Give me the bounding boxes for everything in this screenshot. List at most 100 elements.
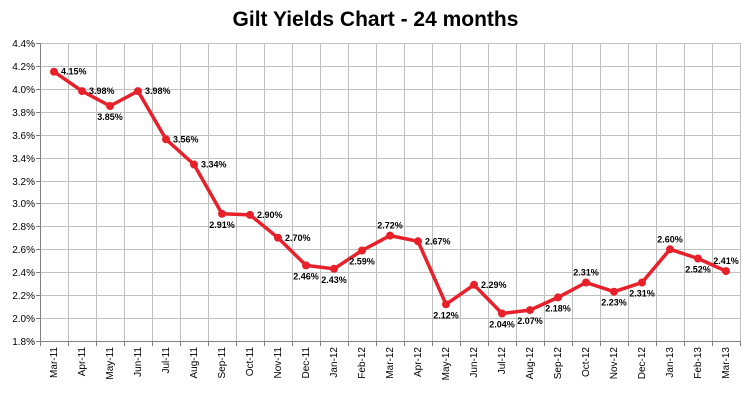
data-point: [666, 245, 674, 254]
data-point: [722, 267, 730, 276]
data-label: 3.98%: [145, 86, 171, 96]
y-tick-label: 2.0%: [12, 314, 35, 325]
y-tick-label: 3.6%: [12, 131, 35, 142]
x-tick-label: Mar-13: [721, 347, 732, 379]
axes: [36, 43, 741, 346]
data-point: [470, 280, 478, 289]
y-tick-label: 2.6%: [12, 245, 35, 256]
data-point: [246, 210, 254, 219]
data-label: 2.72%: [377, 221, 403, 231]
data-label: 2.31%: [629, 289, 655, 299]
x-tick-label: Dec-12: [637, 347, 648, 380]
data-label: 2.67%: [425, 236, 451, 246]
data-label: 2.23%: [601, 298, 627, 308]
x-tick-label: Oct-11: [245, 347, 256, 377]
grid-lines: [40, 43, 741, 342]
data-point: [218, 209, 226, 218]
y-tick-label: 3.8%: [12, 108, 35, 119]
y-tick-label: 2.2%: [12, 291, 35, 302]
data-label: 2.46%: [293, 271, 319, 281]
x-tick-label: Apr-11: [77, 347, 88, 377]
data-label: 3.85%: [97, 112, 123, 122]
x-tick-label: May-11: [105, 347, 116, 380]
data-point: [526, 306, 534, 315]
data-label: 3.34%: [201, 160, 227, 170]
y-tick-label: 1.8%: [12, 337, 35, 348]
x-tick-label: Jan-13: [665, 347, 676, 378]
data-point: [638, 278, 646, 287]
x-tick-label: Jan-12: [329, 347, 340, 378]
y-axis-tick-labels: 4.4% 4.2% 4.0% 3.8% 3.6% 3.4% 3.2% 3.0% 2.8% 2.6%…: [12, 39, 35, 348]
data-point: [358, 246, 366, 255]
y-tick-label: 4.4%: [12, 39, 35, 50]
data-point: [274, 233, 282, 242]
data-label: 2.60%: [657, 234, 683, 244]
data-label: 2.91%: [209, 220, 235, 230]
x-tick-label: Sep-12: [553, 347, 564, 380]
data-point: [162, 135, 170, 144]
data-point: [330, 264, 338, 273]
data-label: 2.12%: [433, 310, 459, 320]
x-tick-label: Jul-12: [497, 347, 508, 375]
x-tick-label: Mar-11: [49, 347, 60, 378]
data-point: [386, 231, 394, 240]
y-tick-label: 2.4%: [12, 268, 35, 279]
series-line: [52, 69, 728, 316]
data-label: 2.70%: [285, 233, 311, 243]
data-label: 2.31%: [573, 268, 599, 278]
data-label: 2.52%: [685, 265, 711, 275]
y-tick-label: 3.2%: [12, 177, 35, 188]
x-tick-label: Aug-12: [525, 347, 536, 380]
data-label: 2.29%: [481, 280, 507, 290]
data-point: [610, 287, 618, 296]
data-label: 2.04%: [489, 320, 515, 330]
data-point: [414, 237, 422, 246]
data-point: [498, 309, 506, 318]
y-tick-label: 4.2%: [12, 62, 35, 73]
data-label: 2.41%: [713, 256, 739, 266]
x-tick-label: May-12: [441, 347, 452, 381]
y-tick-label: 4.0%: [12, 85, 35, 96]
data-label: 2.18%: [545, 303, 571, 313]
data-point: [78, 87, 86, 96]
data-label: 3.98%: [89, 86, 115, 96]
data-label: 2.43%: [321, 275, 347, 285]
y-tick-label: 2.8%: [12, 222, 35, 233]
x-tick-label: Nov-12: [609, 347, 620, 380]
data-point: [50, 67, 58, 76]
data-point: [190, 160, 198, 169]
x-tick-label: Mar-12: [385, 347, 396, 379]
data-label: 2.59%: [349, 257, 375, 267]
x-tick-label: Feb-13: [693, 347, 704, 379]
data-point: [554, 293, 562, 302]
data-point: [582, 278, 590, 287]
x-tick-label: Sep-11: [217, 347, 228, 379]
data-label: 2.90%: [257, 210, 283, 220]
y-tick-label: 3.4%: [12, 154, 35, 165]
data-point: [302, 261, 310, 270]
x-tick-label: Nov-11: [273, 347, 284, 379]
x-tick-label: Feb-12: [357, 347, 368, 379]
x-axis-tick-labels: Mar-11 Apr-11 May-11 Jun-11 Jul-11 Aug-11 Sep-…: [49, 347, 732, 381]
data-point: [442, 300, 450, 309]
data-label: 3.56%: [173, 134, 199, 144]
x-tick-label: Jun-12: [469, 347, 480, 378]
x-tick-label: Oct-12: [581, 347, 592, 377]
data-point: [694, 254, 702, 263]
x-tick-label: Jul-11: [161, 347, 172, 374]
chart-title: Gilt Yields Chart - 24 months: [232, 8, 519, 31]
data-point: [134, 87, 142, 96]
data-label: 4.15%: [61, 67, 87, 77]
x-tick-label: Dec-11: [301, 347, 312, 379]
data-point: [106, 102, 114, 110]
series-line: [52, 69, 728, 316]
x-tick-label: Jun-11: [133, 347, 144, 377]
y-tick-label: 3.0%: [12, 199, 35, 210]
data-labels: 4.15%3.98%3.85%3.98%3.56%3.34%2.91%2.90%…: [61, 67, 739, 330]
data-points: [50, 67, 730, 318]
data-label: 2.07%: [517, 316, 543, 326]
x-tick-label: Apr-12: [413, 347, 424, 377]
x-tick-label: Aug-11: [189, 347, 200, 379]
